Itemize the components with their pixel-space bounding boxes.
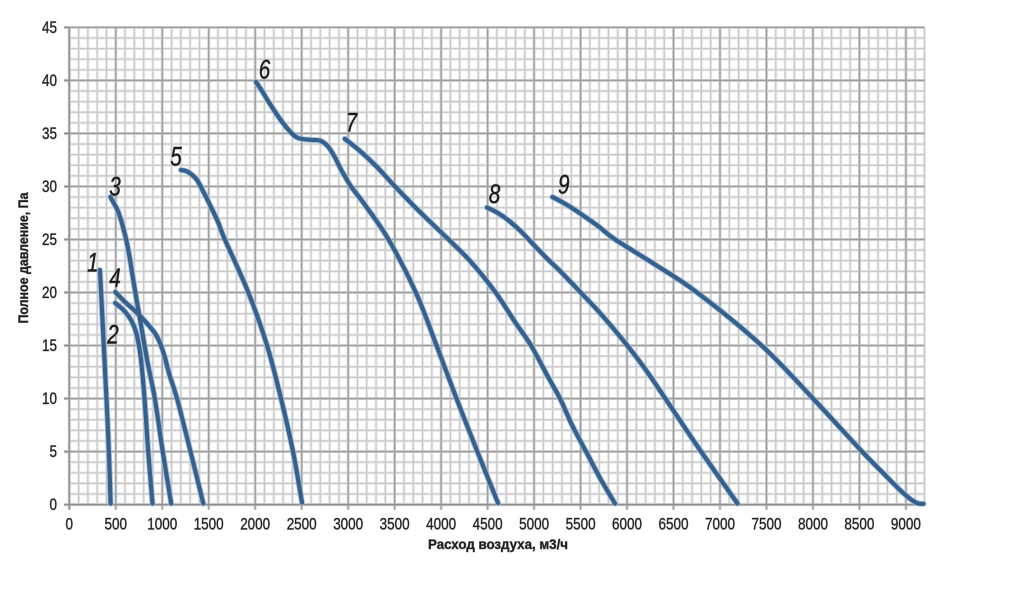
svg-text:7500: 7500	[752, 516, 782, 534]
svg-text:3: 3	[109, 172, 121, 202]
svg-text:0: 0	[50, 496, 58, 514]
svg-text:40: 40	[42, 72, 57, 90]
svg-text:4500: 4500	[473, 516, 503, 534]
svg-text:15: 15	[42, 337, 57, 355]
svg-text:1: 1	[87, 248, 99, 278]
svg-text:500: 500	[105, 516, 128, 534]
svg-text:5500: 5500	[566, 516, 596, 534]
svg-text:0: 0	[66, 516, 74, 534]
svg-text:20: 20	[42, 284, 57, 302]
svg-text:6000: 6000	[612, 516, 642, 534]
svg-text:8: 8	[489, 179, 501, 209]
svg-text:2000: 2000	[240, 516, 270, 534]
svg-text:5: 5	[170, 142, 182, 172]
svg-text:5000: 5000	[519, 516, 549, 534]
svg-text:6: 6	[259, 55, 271, 85]
svg-text:8000: 8000	[798, 516, 828, 534]
svg-text:4: 4	[109, 263, 121, 293]
svg-text:8500: 8500	[844, 516, 874, 534]
svg-text:7: 7	[346, 108, 358, 138]
svg-text:2500: 2500	[287, 516, 317, 534]
svg-text:9: 9	[558, 170, 570, 200]
svg-text:1500: 1500	[194, 516, 224, 534]
svg-text:Полное давление, Па: Полное давление, Па	[15, 192, 31, 323]
svg-text:10: 10	[42, 390, 57, 408]
svg-text:1000: 1000	[147, 516, 177, 534]
svg-text:7000: 7000	[705, 516, 735, 534]
svg-text:45: 45	[42, 19, 57, 37]
svg-text:3500: 3500	[380, 516, 410, 534]
svg-text:6500: 6500	[659, 516, 689, 534]
svg-text:2: 2	[106, 320, 118, 350]
svg-text:25: 25	[42, 231, 57, 249]
svg-text:3000: 3000	[333, 516, 363, 534]
svg-text:30: 30	[42, 178, 57, 196]
svg-text:35: 35	[42, 125, 57, 143]
svg-text:Расход воздуха, м3/ч: Расход воздуха, м3/ч	[428, 536, 568, 552]
svg-text:9000: 9000	[891, 516, 921, 534]
svg-text:4000: 4000	[426, 516, 456, 534]
svg-text:5: 5	[50, 443, 58, 461]
